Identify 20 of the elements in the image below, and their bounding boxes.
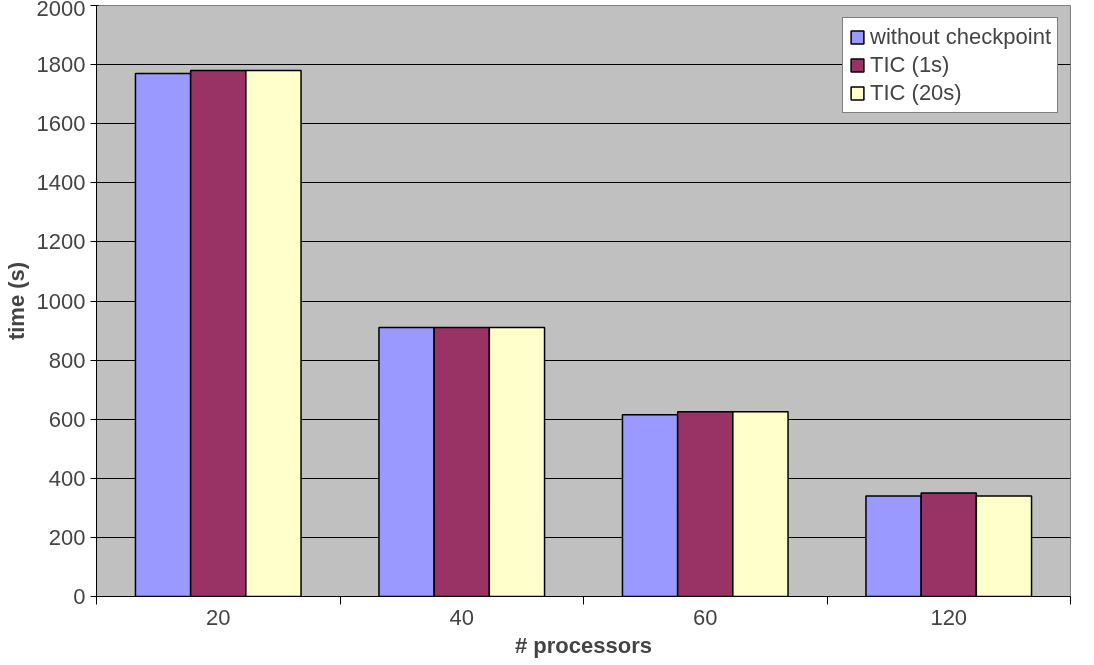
y-tick-label: 0	[73, 584, 86, 609]
y-tick-label: 1000	[36, 288, 86, 314]
legend-label: without checkpoint	[870, 24, 1051, 50]
y-tick-label: 800	[48, 347, 86, 373]
x-tick-label: 60	[693, 604, 718, 630]
y-tick-label: 2000	[36, 0, 86, 21]
y-tick-label: 1600	[36, 111, 86, 137]
y-tick-label: 600	[48, 406, 86, 432]
legend-label: TIC (20s)	[870, 80, 962, 106]
y-tick-label: 1200	[36, 229, 86, 255]
x-tick-label: 20	[206, 604, 231, 630]
x-axis-title: # processors	[515, 632, 652, 658]
y-tick-label: 200	[48, 524, 86, 550]
x-tick-label: 120	[930, 604, 968, 630]
y-tick-label: 1800	[36, 52, 86, 78]
y-axis-title: time (s)	[3, 261, 29, 341]
x-tick-label: 40	[449, 604, 474, 630]
y-tick-label: 400	[48, 465, 86, 491]
y-tick-label: 1400	[36, 170, 86, 196]
legend-label: TIC (1s)	[870, 52, 950, 78]
